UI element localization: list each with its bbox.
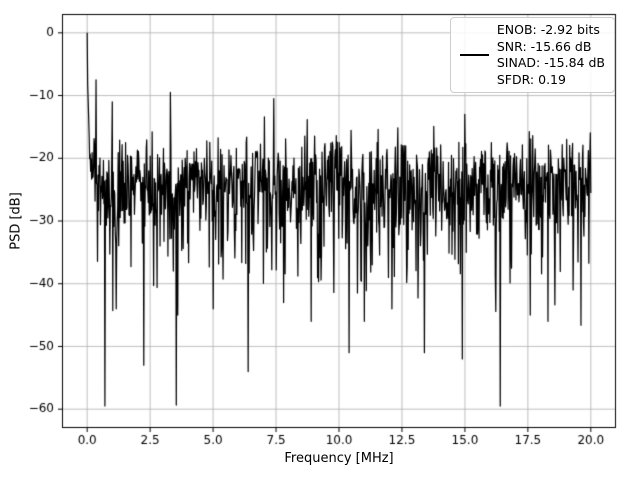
- legend-sinad-value: SINAD: -15.84 dB: [496, 55, 605, 70]
- psd-line-swatch: [459, 54, 489, 56]
- legend-enob-value: ENOB: -2.92 bits: [496, 22, 600, 37]
- y-axis-label: PSD [dB]: [8, 192, 24, 250]
- legend-text-block: ENOB: -2.92 bits SNR: -15.66 dB SINAD: -…: [497, 22, 605, 88]
- x-axis-label: Frequency [MHz]: [284, 451, 394, 466]
- legend-sfdr-value: SFDR: 0.19: [496, 71, 566, 87]
- legend-snr-value: SNR: -15.66 dB: [496, 38, 592, 54]
- legend: ENOB: -2.92 bits SNR: -15.66 dB SINAD: -…: [449, 17, 615, 93]
